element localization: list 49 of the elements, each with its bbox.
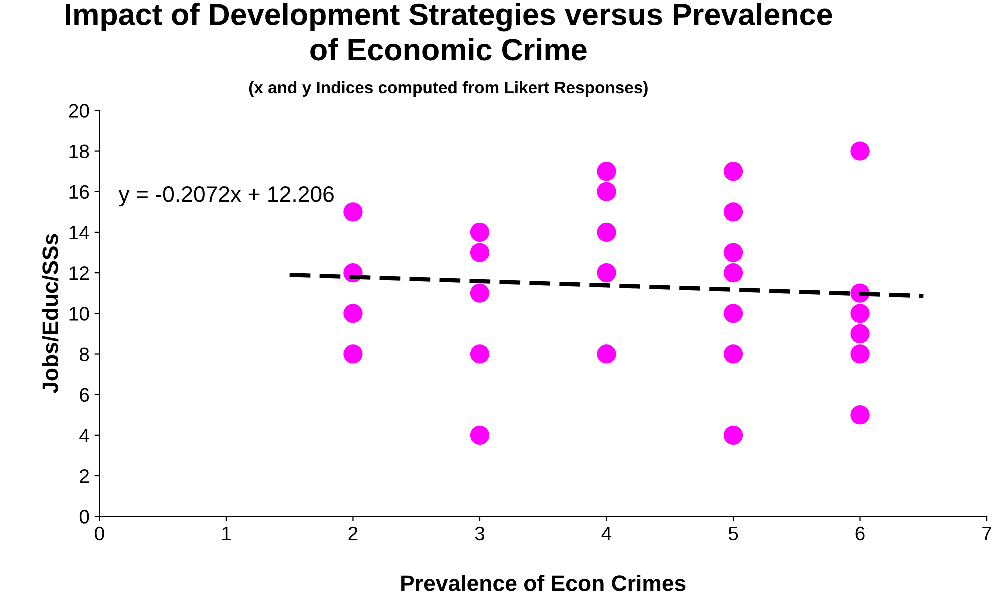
point bbox=[470, 222, 490, 242]
x-tick-label: 6 bbox=[856, 526, 865, 541]
point bbox=[850, 304, 870, 324]
x-tick-label: 2 bbox=[348, 526, 358, 540]
point bbox=[597, 263, 616, 283]
y-tick-label: 6 bbox=[80, 388, 90, 402]
x-tick-label: 0 bbox=[95, 526, 104, 541]
y-tick-label: 8 bbox=[80, 348, 90, 362]
point bbox=[724, 426, 744, 445]
y-tick-label: 2 bbox=[80, 469, 90, 484]
y-tick-label: 16 bbox=[70, 185, 90, 200]
x-tick-label: 3 bbox=[475, 526, 485, 541]
point bbox=[597, 344, 616, 364]
y-tick-label: 12 bbox=[70, 266, 90, 280]
point bbox=[724, 304, 744, 324]
chart-subtitle: (x and y Indices computed from Likert Responses) bbox=[249, 81, 648, 97]
point bbox=[850, 344, 870, 364]
x-tick-label: 5 bbox=[728, 527, 738, 541]
point bbox=[724, 243, 744, 262]
x-tick-label: 4 bbox=[602, 527, 612, 540]
point bbox=[597, 182, 616, 202]
point bbox=[724, 344, 744, 364]
chart-title: Impact of Development Strategies versus Prevalence of Economic Crime bbox=[66, 3, 832, 61]
y-axis-title: Jobs/Educ/SSs bbox=[42, 234, 59, 394]
point bbox=[724, 263, 744, 283]
point bbox=[724, 162, 744, 182]
point bbox=[850, 142, 870, 161]
y-tick-label: 20 bbox=[69, 104, 90, 118]
point bbox=[724, 202, 744, 222]
point bbox=[470, 243, 490, 262]
point bbox=[850, 324, 870, 344]
y-tick-label: 18 bbox=[70, 144, 90, 159]
x-tick-label: 1 bbox=[222, 527, 231, 540]
point bbox=[470, 284, 490, 303]
point bbox=[597, 222, 616, 242]
point bbox=[597, 162, 616, 182]
y-tick-label: 14 bbox=[70, 226, 90, 240]
point bbox=[344, 344, 363, 364]
y-tick-label: 0 bbox=[80, 510, 90, 524]
point bbox=[850, 406, 870, 425]
point bbox=[344, 304, 363, 324]
y-tick-label: 10 bbox=[70, 307, 90, 321]
point bbox=[470, 426, 490, 445]
point bbox=[470, 344, 490, 364]
point bbox=[344, 202, 363, 222]
x-axis-title: Prevalence of Econ Crimes bbox=[402, 575, 686, 592]
y-tick-label: 4 bbox=[80, 429, 90, 442]
x-tick-label: 7 bbox=[982, 527, 992, 540]
annotation: y = -0.2072x + 12.206 bbox=[118, 186, 334, 207]
